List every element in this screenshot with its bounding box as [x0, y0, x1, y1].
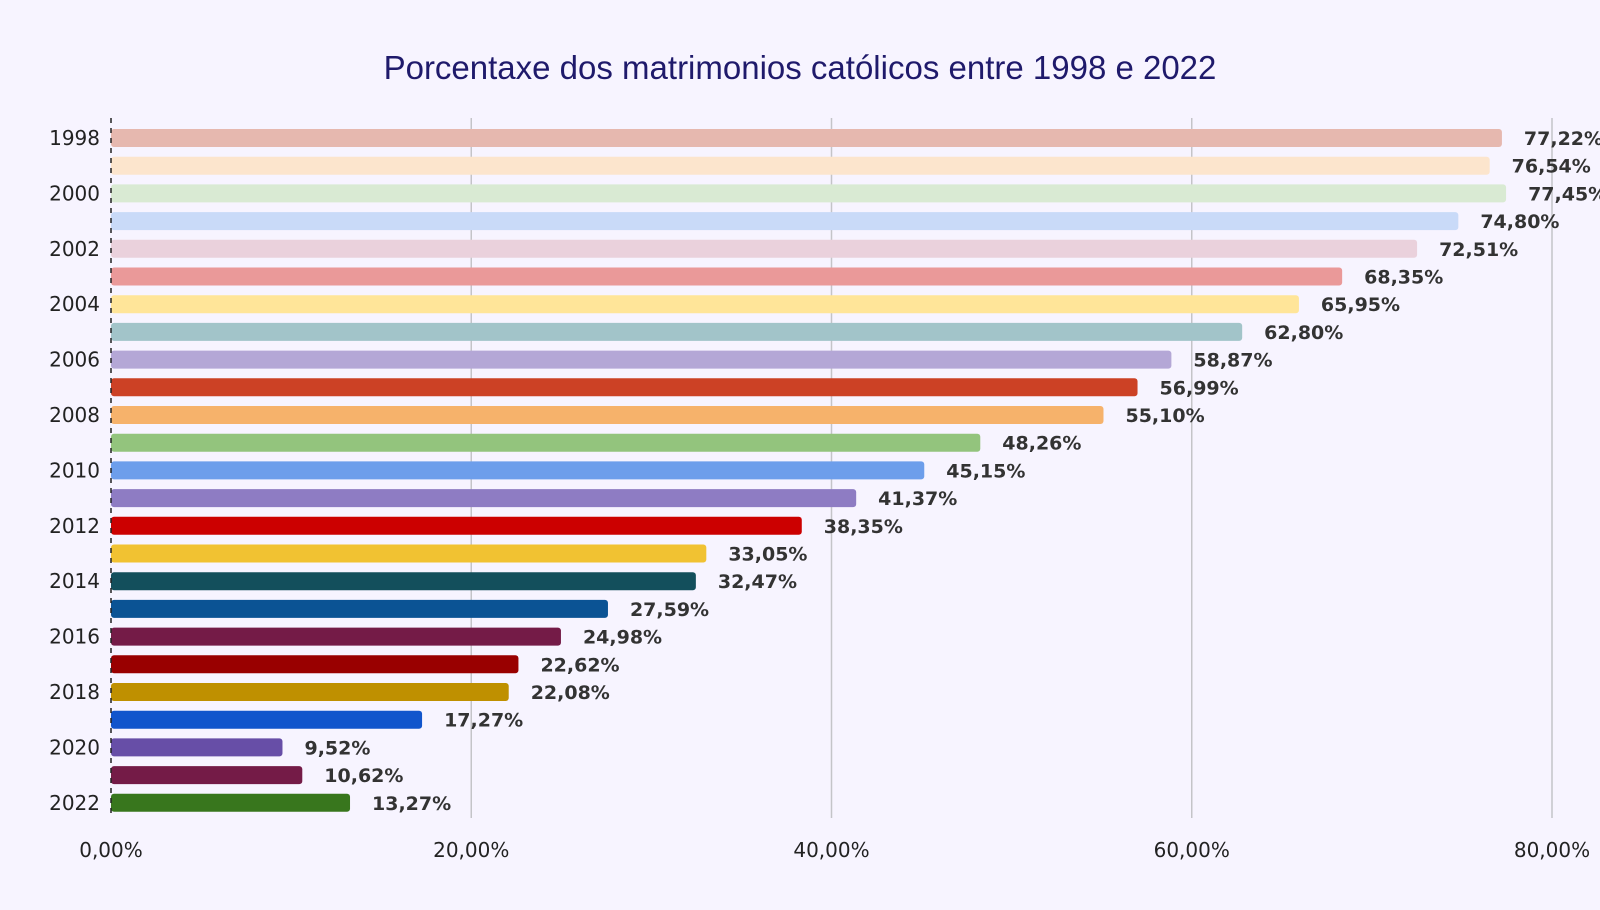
x-tick-label: 60,00%	[1154, 838, 1230, 862]
data-label: 74,80%	[1480, 211, 1559, 233]
data-label: 27,59%	[630, 599, 709, 621]
data-label: 76,54%	[1512, 156, 1591, 178]
y-tick-label: 2008	[49, 403, 100, 427]
x-tick-label: 80,00%	[1514, 838, 1590, 862]
data-label: 22,08%	[531, 682, 610, 704]
y-tick-label: 2004	[49, 292, 100, 316]
bar-2011	[111, 489, 857, 508]
data-label: 13,27%	[372, 793, 451, 815]
data-label: 55,10%	[1125, 405, 1204, 427]
y-tick-label: 2002	[49, 237, 100, 261]
bar-1999	[111, 156, 1490, 175]
data-label: 62,80%	[1264, 322, 1343, 344]
bar-2005	[111, 322, 1243, 341]
bar-2016	[111, 627, 561, 646]
bar-2004	[111, 295, 1299, 314]
y-tick-label: 2014	[49, 569, 100, 593]
x-axis-ticks: 0,00% 20,00% 40,00% 60,00% 80,00%	[79, 838, 1590, 862]
y-tick-label: 2012	[49, 514, 100, 538]
data-label: 77,22%	[1524, 128, 1600, 150]
bar-2017	[111, 655, 519, 674]
y-tick-label: 2010	[49, 458, 100, 482]
bar-1998	[111, 129, 1502, 147]
x-tick-label: 40,00%	[793, 838, 869, 862]
bar-2020	[111, 738, 283, 757]
data-label: 9,52%	[304, 737, 370, 759]
bar-2015	[111, 599, 608, 618]
bars	[111, 129, 1507, 812]
bar-2014	[111, 572, 696, 591]
bar-2000	[111, 184, 1507, 203]
data-label: 65,95%	[1321, 294, 1400, 316]
data-label: 77,45%	[1528, 183, 1600, 205]
bar-2019	[111, 710, 423, 729]
data-label: 45,15%	[946, 460, 1025, 482]
bar-2003	[111, 267, 1343, 286]
y-tick-label: 2020	[49, 735, 100, 759]
data-label: 41,37%	[878, 488, 957, 510]
data-label: 58,87%	[1193, 350, 1272, 372]
bar-2001	[111, 212, 1459, 231]
data-label: 68,35%	[1364, 267, 1443, 289]
y-tick-label: 2016	[49, 625, 100, 649]
y-tick-label: 2018	[49, 680, 100, 704]
bar-2012	[111, 516, 802, 535]
data-label: 38,35%	[824, 516, 903, 538]
y-axis-ticks: 1998 2000 2002 2004 2006 2008 2010 2012 2014 2016…	[49, 126, 100, 815]
bar-2007	[111, 378, 1138, 397]
bar-2006	[111, 350, 1172, 369]
bar-2009	[111, 433, 981, 452]
bar-2022	[111, 793, 351, 812]
data-label: 72,51%	[1439, 239, 1518, 261]
y-tick-label: 1998	[49, 126, 100, 150]
data-label: 32,47%	[718, 571, 797, 593]
bar-2010	[111, 461, 925, 480]
data-labels: 77,22% 76,54% 77,45% 74,80% 72,51% 68,35% 65,9…	[304, 128, 1600, 815]
bar-2018	[111, 683, 509, 701]
chart-title: Porcentaxe dos matrimonios católicos ent…	[384, 49, 1217, 86]
data-label: 22,62%	[540, 654, 619, 676]
data-label: 17,27%	[444, 710, 523, 732]
data-label: 33,05%	[728, 544, 807, 566]
data-label: 10,62%	[324, 765, 403, 787]
y-tick-label: 2006	[49, 348, 100, 372]
data-label: 56,99%	[1160, 377, 1239, 399]
y-tick-label: 2000	[49, 181, 100, 205]
data-label: 24,98%	[583, 627, 662, 649]
x-tick-label: 20,00%	[433, 838, 509, 862]
y-tick-label: 2022	[49, 791, 100, 815]
x-tick-label: 0,00%	[79, 838, 143, 862]
bar-2013	[111, 544, 707, 563]
bar-2021	[111, 766, 303, 785]
data-label: 48,26%	[1002, 433, 1081, 455]
bar-2008	[111, 406, 1104, 424]
bar-2002	[111, 239, 1418, 258]
